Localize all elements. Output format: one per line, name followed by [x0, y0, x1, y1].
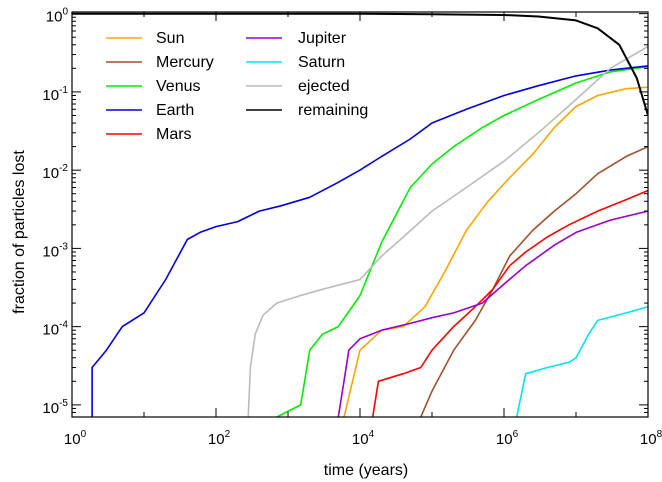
legend-label-saturn: Saturn — [298, 54, 345, 71]
legend-label-mars: Mars — [156, 126, 192, 143]
series-line-mercury — [420, 145, 648, 417]
y-axis-title: fraction of particles lost — [11, 150, 28, 314]
x-tick-label: 108 — [640, 429, 662, 448]
plot-frame — [71, 11, 649, 418]
x-tick-label: 106 — [496, 429, 519, 448]
legend-label-jupiter: Jupiter — [298, 30, 347, 47]
series-line-mars — [371, 189, 648, 417]
x-axis-title: time (years) — [324, 462, 408, 479]
plot-curves — [72, 12, 648, 417]
x-tick-label: 104 — [352, 429, 375, 448]
x-tick-label: 100 — [64, 429, 87, 448]
legend-label-venus: Venus — [156, 78, 200, 95]
series-line-remaining — [72, 12, 648, 116]
series-line-earth — [91, 65, 648, 417]
legend-label-mercury: Mercury — [156, 54, 214, 71]
axis-tick-labels: 100 102 104 106 108 100 10-1 10-2 10-3 10-4 10-5 — [42, 7, 662, 448]
legend: Sun Mercury Venus Earth Mars Jupiter Saturn eje… — [106, 30, 368, 143]
y-tick-label: 100 — [46, 7, 69, 26]
x-tick-label: 102 — [208, 429, 231, 448]
y-tick-label: 10-4 — [42, 320, 68, 339]
legend-label-ejected: ejected — [298, 78, 350, 95]
legend-label-remaining: remaining — [298, 102, 368, 119]
series-line-ejected — [247, 45, 648, 417]
legend-label-sun: Sun — [156, 30, 184, 47]
series-line-venus — [276, 65, 648, 417]
y-tick-label: 10-5 — [42, 398, 68, 417]
series-line-jupiter — [337, 210, 648, 417]
legend-label-earth: Earth — [156, 102, 194, 119]
y-tick-label: 10-3 — [42, 241, 68, 260]
axis-ticks — [71, 12, 649, 418]
series-line-saturn — [515, 305, 648, 417]
y-tick-label: 10-1 — [42, 85, 68, 104]
series-line-sun — [343, 86, 648, 417]
y-tick-label: 10-2 — [42, 163, 68, 182]
